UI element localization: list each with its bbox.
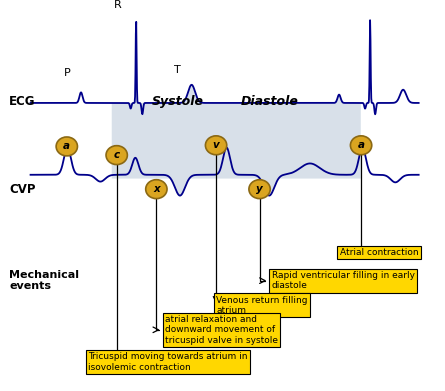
Text: a: a	[358, 140, 364, 150]
Text: atrial relaxation and
downward movement of
tricuspid valve in systole: atrial relaxation and downward movement …	[165, 315, 278, 345]
Text: Diastole: Diastole	[240, 95, 298, 108]
Text: y: y	[256, 184, 263, 194]
Circle shape	[249, 180, 270, 199]
Text: CVP: CVP	[9, 183, 36, 196]
Circle shape	[56, 137, 77, 156]
Text: v: v	[213, 140, 219, 150]
Circle shape	[146, 180, 167, 199]
Polygon shape	[112, 22, 361, 196]
Text: Mechanical
events: Mechanical events	[9, 270, 79, 291]
Text: x: x	[153, 184, 160, 194]
Text: Venous return filling
atrium: Venous return filling atrium	[216, 296, 307, 315]
Text: Systole: Systole	[152, 95, 204, 108]
Text: ECG: ECG	[9, 95, 36, 108]
Text: T: T	[174, 65, 181, 75]
Text: P: P	[64, 68, 70, 78]
Circle shape	[206, 136, 227, 155]
Text: c: c	[113, 150, 120, 160]
Text: Rapid ventricular filling in early
diastole: Rapid ventricular filling in early diast…	[271, 271, 414, 291]
Text: Atrial contraction: Atrial contraction	[340, 248, 418, 257]
Text: Tricuspid moving towards atrium in
isovolemic contraction: Tricuspid moving towards atrium in isovo…	[88, 352, 247, 372]
Circle shape	[350, 136, 372, 155]
Circle shape	[106, 146, 127, 165]
Text: a: a	[63, 142, 70, 151]
Text: R: R	[114, 0, 122, 10]
